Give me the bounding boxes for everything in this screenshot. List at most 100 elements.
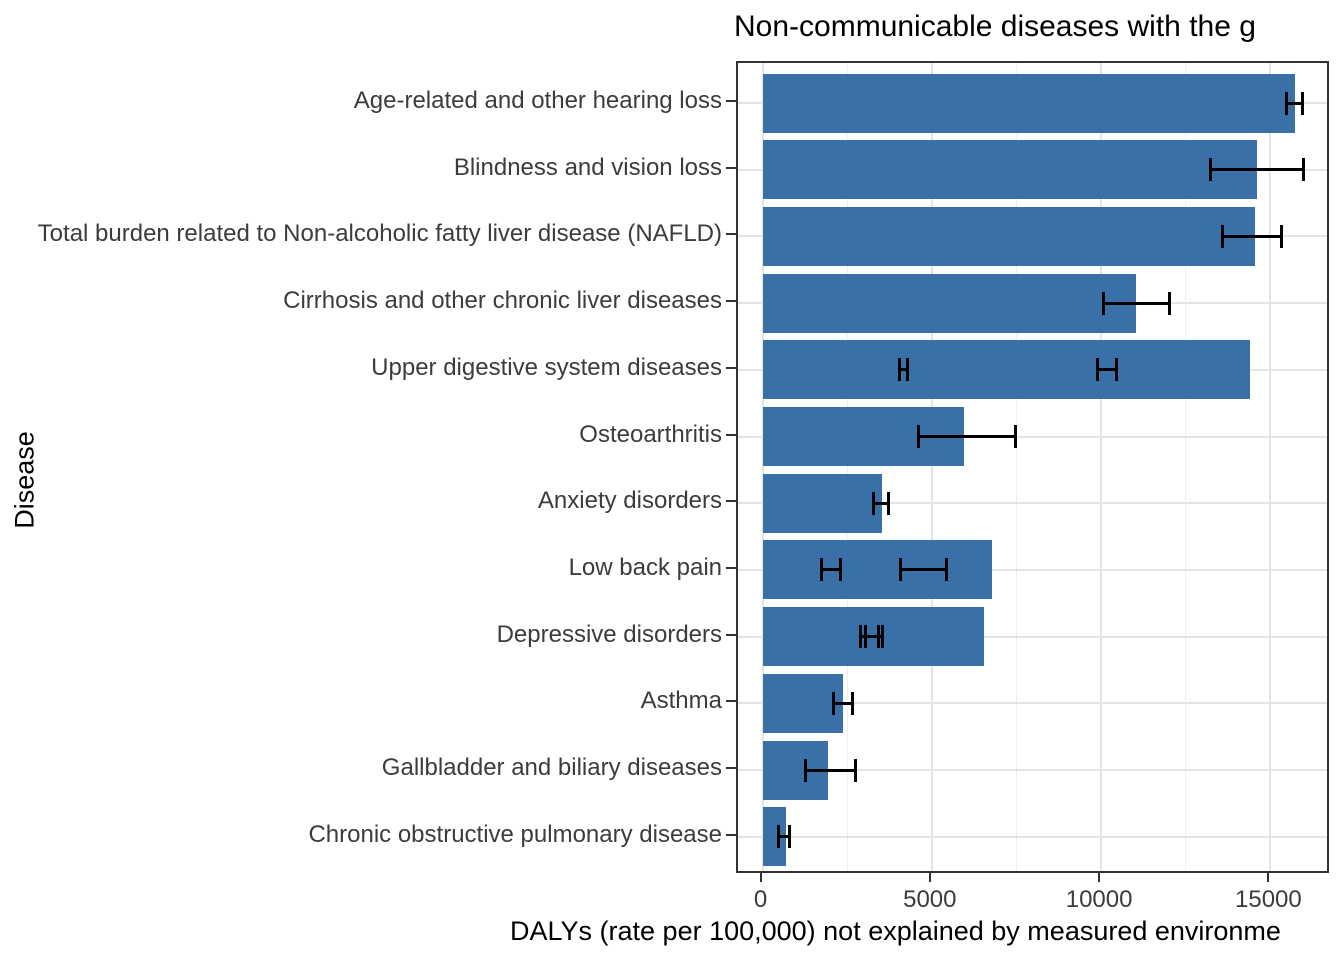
gridline-major-horizontal	[738, 502, 1327, 505]
x-axis-tick-label: 10000	[1065, 886, 1133, 913]
bar	[762, 206, 1255, 266]
errorbar-cap-right	[851, 691, 855, 715]
bar	[762, 540, 993, 600]
gridline-minor-vertical	[1185, 63, 1187, 871]
errorbar-cap-right	[944, 558, 948, 582]
gridline-minor-vertical	[846, 63, 848, 871]
errorbar-line	[805, 768, 856, 772]
errorbar-cap-left	[1209, 158, 1213, 182]
x-axis-tick-mark	[928, 873, 931, 882]
errorbar-line	[900, 568, 947, 572]
y-axis-category-label: Chronic obstructive pulmonary disease	[308, 820, 722, 848]
y-axis-category-label: Age-related and other hearing loss	[353, 87, 722, 114]
y-axis-category-label: Depressive disorders	[496, 620, 722, 648]
plot-panel	[736, 61, 1329, 873]
gridline-major-horizontal	[738, 635, 1327, 638]
gridline-minor-vertical	[1015, 63, 1017, 871]
y-axis-category-label: Asthma	[640, 687, 722, 715]
errorbar-line	[1222, 234, 1282, 238]
y-axis-tick-mark	[726, 566, 736, 569]
y-axis-tick-mark	[726, 833, 736, 836]
y-axis-category-label: Upper digestive system diseases	[371, 353, 722, 381]
errorbar-cap-left	[804, 758, 808, 782]
x-axis-title: DALYs (rate per 100,000) not explained b…	[510, 916, 1281, 946]
errorbar-line	[778, 835, 790, 839]
bar	[762, 807, 786, 867]
errorbar-line	[1097, 368, 1117, 372]
y-axis-category-label: Osteoarthritis	[579, 420, 722, 448]
errorbar-cap-right	[1014, 425, 1018, 448]
y-axis-tick-mark	[726, 500, 736, 503]
errorbar-cap-left	[832, 691, 836, 715]
gridline-major-horizontal	[738, 769, 1327, 771]
errorbar-cap-right	[905, 358, 909, 382]
errorbar-line	[1286, 101, 1303, 105]
errorbar-cap-right	[1302, 158, 1306, 182]
errorbar-line	[899, 368, 908, 372]
y-axis-category-label: Low back pain	[568, 553, 722, 581]
y-axis-title: Disease	[9, 431, 40, 529]
y-axis-tick-mark	[726, 767, 736, 769]
errorbar-cap-right	[1167, 291, 1171, 315]
x-axis-tick-label: 5000	[903, 886, 957, 913]
y-axis-tick-mark	[726, 633, 736, 636]
errorbar-cap-left	[1284, 91, 1288, 115]
y-axis-tick-mark	[726, 100, 736, 102]
x-axis-tick-label: 0	[753, 886, 768, 913]
y-axis-tick-mark	[726, 700, 736, 703]
bar	[762, 140, 1257, 200]
gridline-major-horizontal	[738, 435, 1327, 438]
gridline-major-vertical	[1269, 63, 1272, 871]
gridline-major-horizontal	[738, 702, 1327, 705]
y-axis-tick-mark	[726, 166, 736, 169]
y-axis-tick-mark	[726, 233, 736, 236]
errorbar-cap-left	[858, 625, 862, 649]
errorbar-cap-right	[788, 825, 792, 849]
chart-title: Non-communicable diseases with the g	[734, 10, 1256, 43]
bar	[762, 473, 883, 533]
y-axis-category-label: Cirrhosis and other chronic liver diseas…	[283, 287, 722, 315]
bar	[762, 673, 843, 733]
y-axis-category-label: Total burden related to Non-alcoholic fa…	[37, 220, 722, 248]
gridline-major-vertical	[1100, 63, 1103, 871]
y-axis-tick-mark	[726, 433, 736, 436]
errorbar-cap-left	[1095, 358, 1099, 382]
gridline-major-vertical	[930, 63, 933, 871]
errorbar-cap-left	[917, 425, 921, 448]
y-axis-category-label: Anxiety disorders	[537, 487, 722, 515]
errorbar-cap-left	[820, 558, 824, 582]
x-axis-tick-mark	[759, 873, 762, 882]
errorbar-line	[918, 435, 1016, 438]
x-axis-tick-label: 15000	[1235, 886, 1302, 913]
gridline-major-vertical	[761, 63, 764, 871]
errorbar-cap-right	[1301, 91, 1305, 115]
errorbar-cap-left	[899, 558, 903, 582]
errorbar-line	[865, 635, 883, 639]
errorbar-line	[1103, 301, 1170, 305]
errorbar-cap-right	[880, 625, 884, 649]
errorbar-cap-left	[897, 358, 901, 382]
errorbar-cap-right	[1114, 358, 1118, 382]
y-axis-category-label: Blindness and vision loss	[453, 153, 722, 181]
bar	[762, 340, 1251, 400]
errorbar-cap-left	[863, 625, 867, 649]
bar	[762, 73, 1296, 133]
errorbar-line	[1210, 168, 1304, 172]
errorbar-cap-right	[887, 491, 891, 515]
y-axis-tick-mark	[726, 300, 736, 303]
errorbar-line	[833, 701, 853, 705]
errorbar-cap-right	[839, 558, 843, 582]
bar	[762, 273, 1137, 333]
gridline-major-horizontal	[738, 835, 1327, 838]
errorbar-cap-left	[872, 491, 876, 515]
errorbar-line	[873, 501, 889, 505]
errorbar-cap-right	[854, 758, 858, 782]
errorbar-cap-left	[777, 825, 781, 849]
errorbar-cap-left	[1221, 224, 1225, 248]
y-axis-category-label: Gallbladder and biliary diseases	[381, 754, 722, 781]
errorbar-cap-right	[1280, 224, 1284, 248]
y-axis-tick-mark	[726, 366, 736, 369]
x-axis-tick-mark	[1267, 873, 1270, 882]
gridline-major-horizontal	[738, 568, 1327, 571]
